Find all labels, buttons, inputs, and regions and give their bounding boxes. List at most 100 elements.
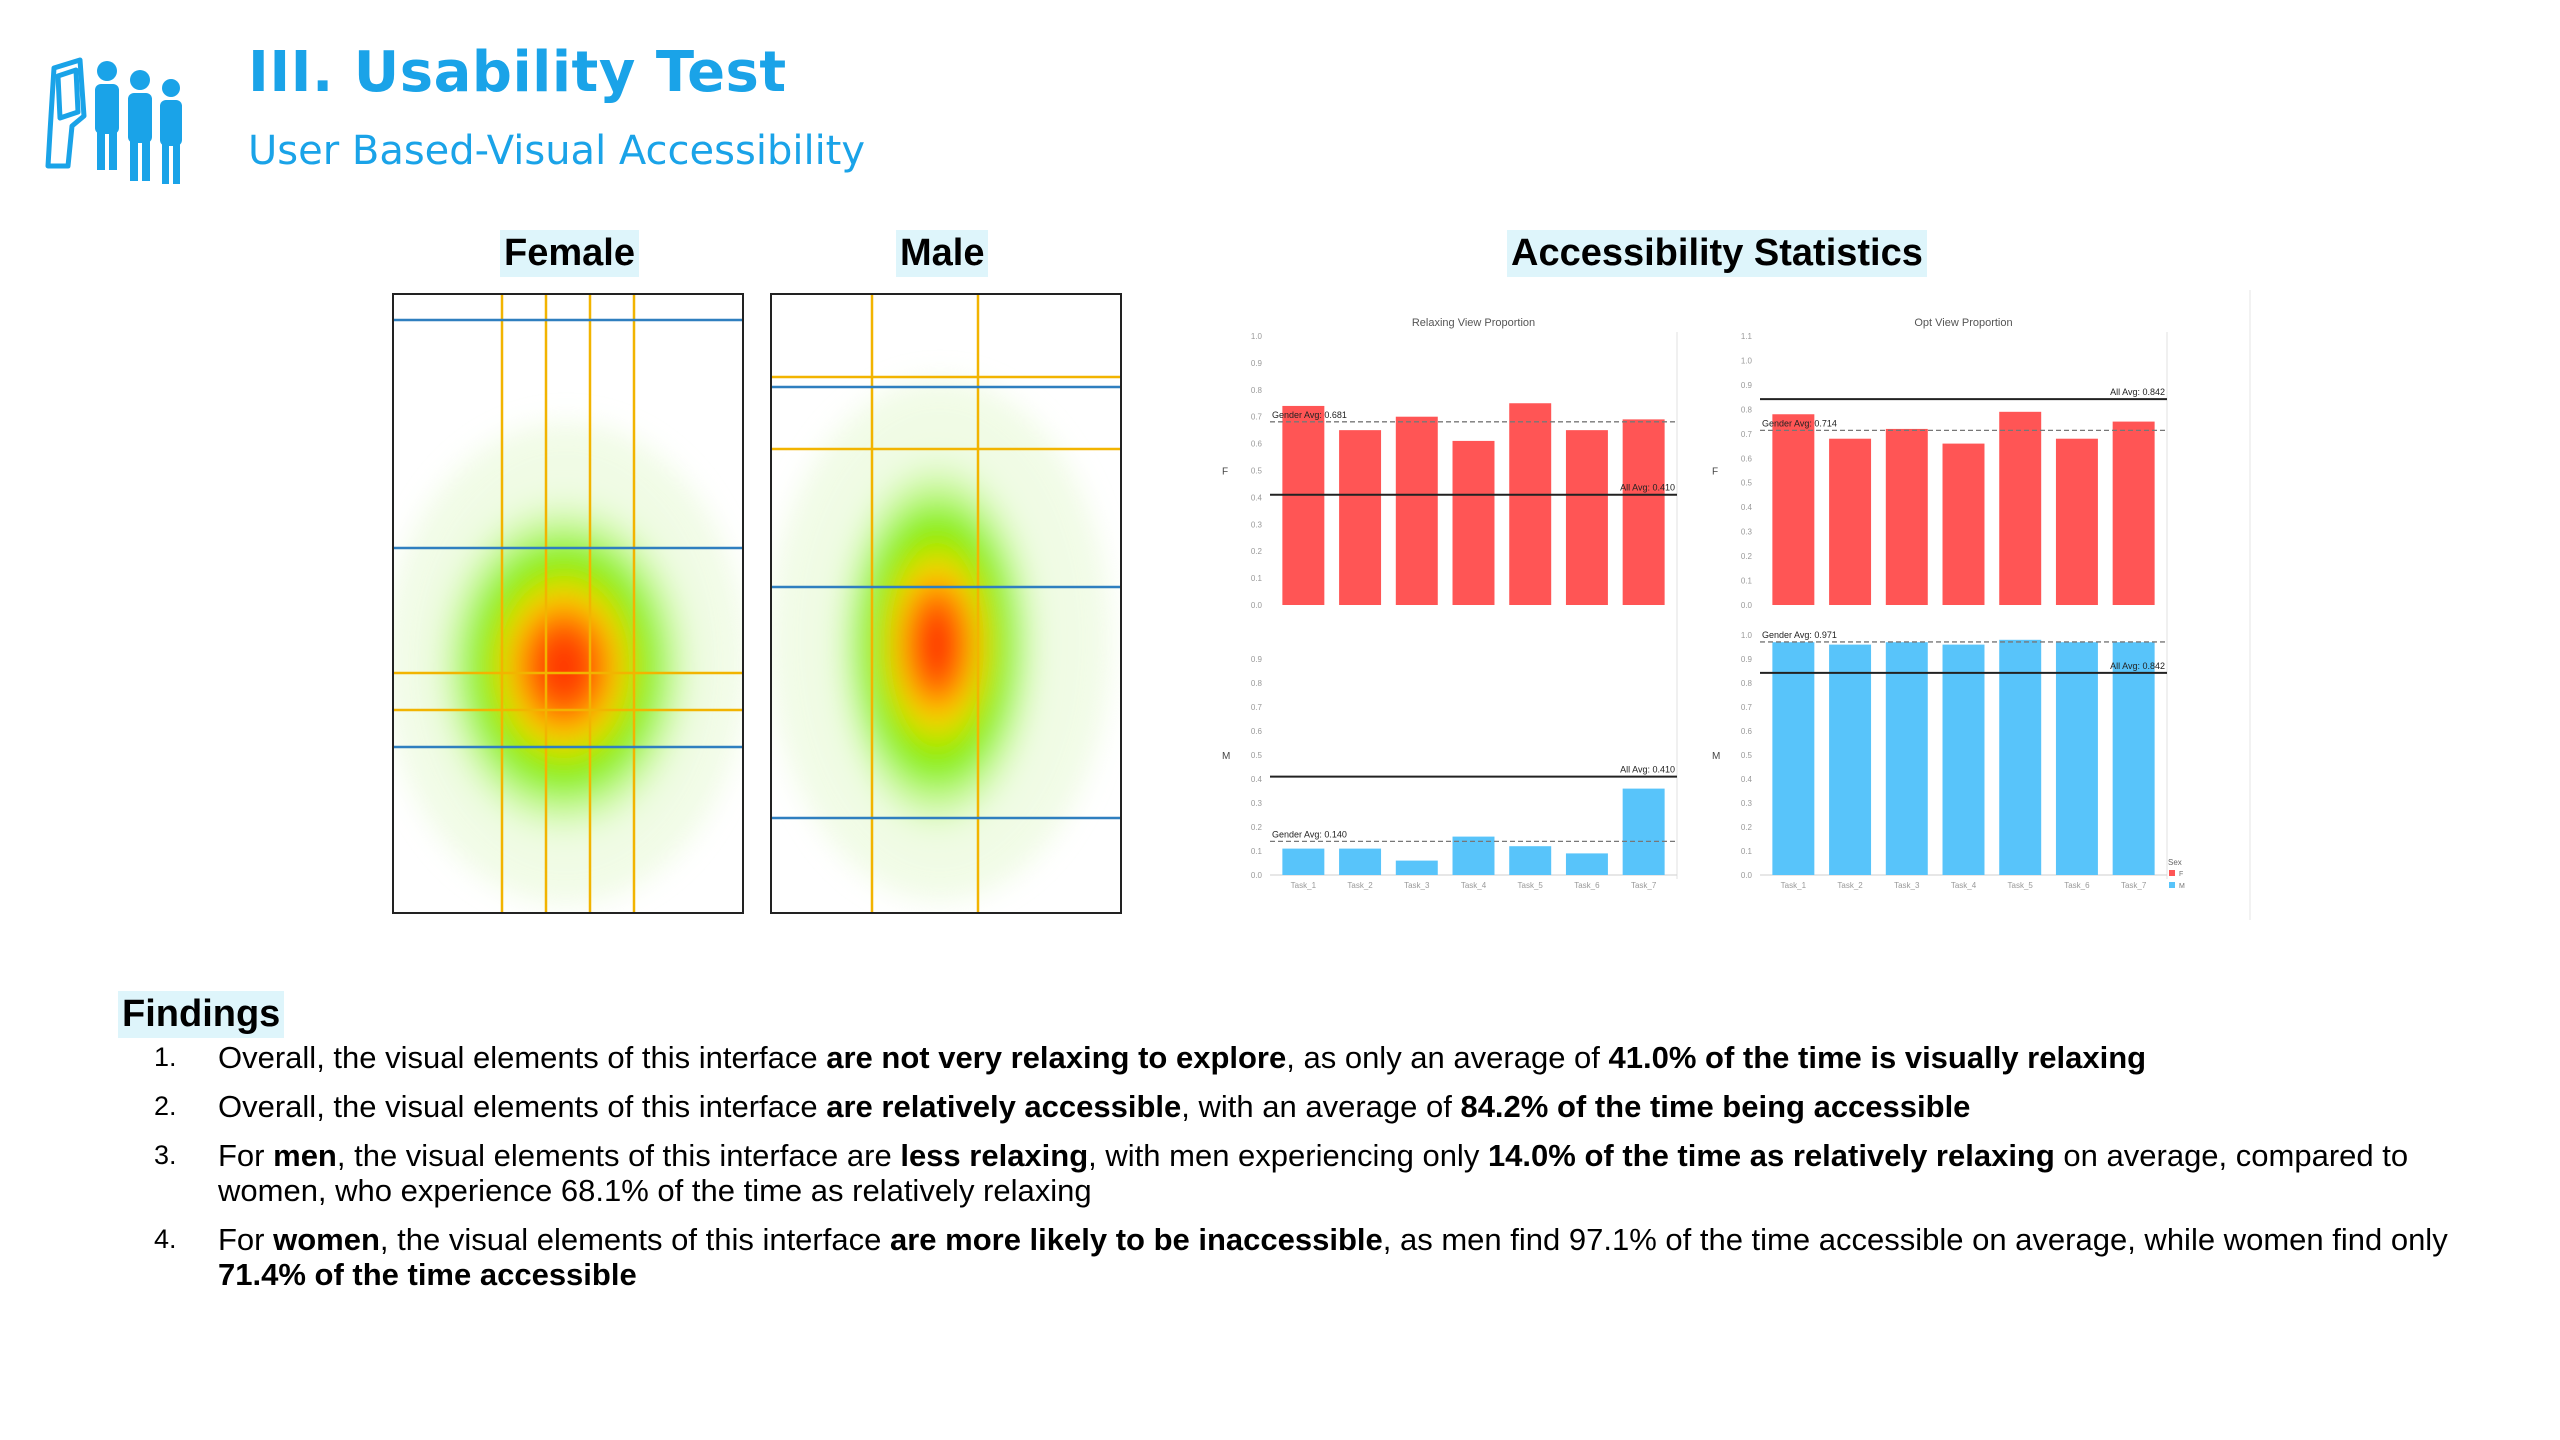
y-tick-label: 0.8 <box>1251 386 1263 395</box>
bar-male <box>1509 846 1552 875</box>
finding-text: on average, compared to women, who exper… <box>218 1138 2409 1208</box>
finding-number: 4. <box>154 1224 177 1254</box>
bar-female <box>1885 428 1928 605</box>
finding-text-bold: are more likely to be inaccessible <box>889 1222 1383 1257</box>
stats-heading: Accessibility Statistics <box>1507 230 1927 277</box>
x-tick-label: Task_1 <box>1781 881 1807 890</box>
y-tick-label: 0.7 <box>1741 430 1753 439</box>
finding-text-bold: 71.4% of the time accessible <box>218 1257 637 1292</box>
y-tick-label: 0.0 <box>1741 601 1753 610</box>
finding-text-bold: men <box>273 1138 337 1173</box>
y-tick-label: 0.2 <box>1741 552 1753 561</box>
finding-number: 3. <box>154 1140 177 1170</box>
x-tick-label: Task_3 <box>1894 881 1920 890</box>
y-tick-label: 0.1 <box>1251 574 1263 583</box>
finding-text-bold: women <box>273 1222 380 1257</box>
bar-female <box>1339 430 1382 605</box>
y-tick-label: 1.1 <box>1741 332 1753 341</box>
bar-male <box>2112 642 2155 875</box>
legend-title: Sex <box>2168 858 2182 867</box>
finding-number: 2. <box>154 1091 177 1121</box>
y-tick-label: 0.7 <box>1741 703 1753 712</box>
x-tick-label: Task_6 <box>2064 881 2090 890</box>
male-heatmap <box>770 293 1122 914</box>
row-label: M <box>1222 751 1230 762</box>
row-label: F <box>1712 467 1718 478</box>
chart-title: Opt View Proportion <box>1914 317 2012 329</box>
finding-text: Overall, the visual elements of this int… <box>218 1089 827 1124</box>
y-tick-label: 0.9 <box>1251 359 1263 368</box>
y-tick-label: 0.1 <box>1741 847 1753 856</box>
bar-female <box>1395 416 1438 605</box>
finding-text: , the visual elements of this interface <box>379 1222 890 1257</box>
y-tick-label: 0.2 <box>1251 547 1263 556</box>
y-tick-label: 0.4 <box>1741 775 1753 784</box>
x-tick-label: Task_6 <box>1574 881 1600 890</box>
y-tick-label: 0.3 <box>1741 528 1753 537</box>
y-tick-label: 1.0 <box>1741 356 1753 365</box>
y-tick-label: 0.2 <box>1251 823 1263 832</box>
female-heatmap <box>392 293 744 914</box>
y-tick-label: 0.0 <box>1251 601 1263 610</box>
bar-male <box>1999 639 2042 875</box>
finding-text-bold: are relatively accessible <box>826 1089 1182 1124</box>
finding-text-bold: 14.0% of the time as relatively relaxing <box>1487 1138 2055 1173</box>
bar-female <box>1282 405 1325 605</box>
finding-item: 4. For women, the visual elements of this… <box>150 1222 2500 1292</box>
y-tick-label: 0.8 <box>1741 679 1753 688</box>
bar-male <box>1942 644 1985 875</box>
kiosk-users-icon <box>44 56 194 186</box>
finding-text: , as men find 97.1% of the time accessib… <box>1382 1222 2448 1257</box>
all-avg-label: All Avg: 0.842 <box>2110 661 2165 671</box>
y-tick-label: 1.0 <box>1741 631 1753 640</box>
finding-text-bold: 41.0% of the time is visually relaxing <box>1608 1040 2147 1075</box>
x-tick-label: Task_2 <box>1837 881 1863 890</box>
bar-female <box>1565 430 1608 605</box>
x-tick-label: Task_4 <box>1951 881 1977 890</box>
y-tick-label: 0.2 <box>1741 823 1753 832</box>
x-tick-label: Task_7 <box>1631 881 1657 890</box>
y-tick-label: 0.6 <box>1741 454 1753 463</box>
y-tick-label: 0.3 <box>1251 799 1263 808</box>
finding-text: , the visual elements of this interface … <box>336 1138 901 1173</box>
legend-swatch-female <box>2169 870 2175 876</box>
chart-title: Relaxing View Proportion <box>1412 317 1535 329</box>
bar-female <box>2055 438 2098 605</box>
finding-text: , with men experiencing only <box>1088 1138 1488 1173</box>
findings-list: 1. Overall, the visual elements of this i… <box>150 1040 2500 1306</box>
finding-text-bold: less relaxing <box>900 1138 1089 1173</box>
row-label: F <box>1222 467 1228 478</box>
finding-text-bold: are not very relaxing to explore <box>826 1040 1287 1075</box>
bar-female <box>1509 403 1552 605</box>
finding-number: 1. <box>154 1042 177 1072</box>
bar-male <box>2055 642 2098 875</box>
y-tick-label: 0.9 <box>1251 655 1263 664</box>
y-tick-label: 0.3 <box>1251 520 1263 529</box>
y-tick-label: 0.5 <box>1741 479 1753 488</box>
y-tick-label: 0.6 <box>1251 440 1263 449</box>
y-tick-label: 0.7 <box>1251 413 1263 422</box>
x-tick-label: Task_1 <box>1291 881 1317 890</box>
y-tick-label: 0.9 <box>1741 381 1753 390</box>
finding-text: Overall, the visual elements of this int… <box>218 1040 827 1075</box>
y-tick-label: 0.5 <box>1251 467 1263 476</box>
bar-female <box>1999 411 2042 605</box>
y-tick-label: 0.5 <box>1251 751 1263 760</box>
bar-male <box>1829 644 1872 875</box>
finding-text: For <box>218 1138 274 1173</box>
gender-avg-label: Gender Avg: 0.681 <box>1272 410 1347 420</box>
y-tick-label: 0.6 <box>1741 727 1753 736</box>
finding-item: 1. Overall, the visual elements of this i… <box>150 1040 2500 1075</box>
bar-male <box>1339 848 1382 875</box>
legend-label: F <box>2179 871 2183 878</box>
gender-avg-label: Gender Avg: 0.714 <box>1762 418 1837 428</box>
y-tick-label: 0.9 <box>1741 655 1753 664</box>
bar-male <box>1565 853 1608 875</box>
x-tick-label: Task_5 <box>2008 881 2034 890</box>
y-tick-label: 0.1 <box>1251 847 1263 856</box>
y-tick-label: 0.6 <box>1251 727 1263 736</box>
bar-male <box>1452 836 1495 875</box>
male-heatmap-label: Male <box>896 230 989 277</box>
bar-male <box>1772 642 1815 875</box>
legend-label: M <box>2179 883 2185 890</box>
